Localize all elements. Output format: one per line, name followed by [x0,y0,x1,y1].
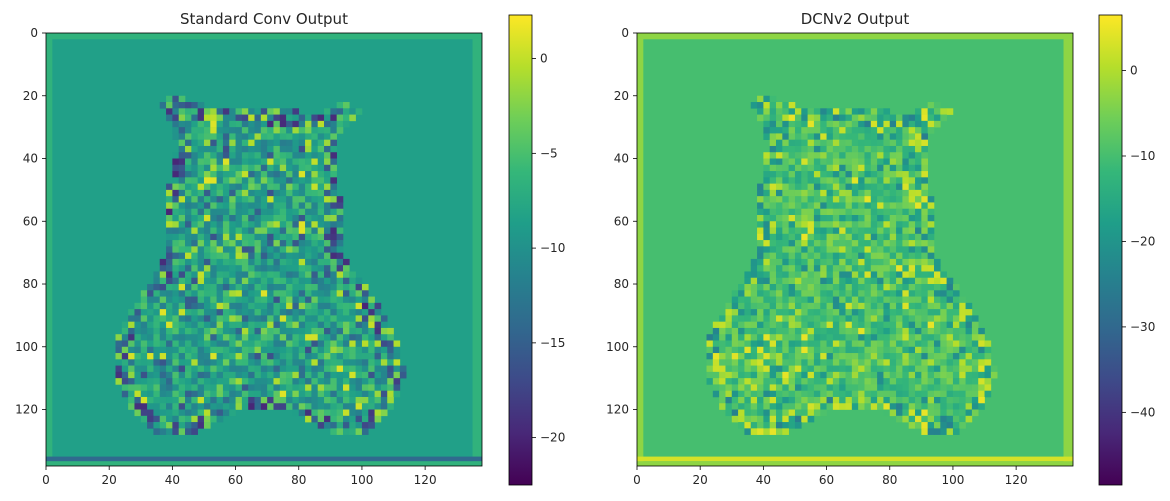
heatmap-border [637,33,1073,40]
y-tick-label: 100 [15,340,38,354]
heatmap-cells [115,95,407,435]
x-tick-label: 40 [756,473,771,487]
heatmap-border [637,33,644,466]
colorbar-tick-label: −40 [1130,405,1155,419]
colorbar-tick-label: −5 [540,146,558,160]
heatmap-cells [706,95,998,435]
x-tick-label: 100 [350,473,373,487]
colorbar-tick-label: −10 [540,241,565,255]
x-tick-label: 60 [228,473,243,487]
heatmap-bottom-band [46,456,482,462]
x-tick-label: 100 [941,473,964,487]
y-tick-label: 100 [606,340,629,354]
panel-title: DCNv2 Output [801,10,910,28]
heatmap-bottom-band [637,456,1073,462]
x-tick-label: 20 [102,473,117,487]
heatmap-border [472,33,482,466]
axes-frame [45,32,483,467]
axes-dcnv2: 0 20 40 60 80 100 120 0 20 40 60 80 100 120 [606,26,1074,487]
x-tick-label: 120 [1005,473,1028,487]
colorbar-tick-label: −20 [1130,234,1155,248]
y-tick-label: 80 [614,277,629,291]
panel-dcnv2: DCNv2 Output 0 20 40 60 80 100 120 0 20 40 60 80 100… [606,10,1155,487]
heatmap-border [46,33,482,40]
y-tick-label: 60 [614,214,629,228]
colorbar-tick-label: −20 [540,431,565,445]
colorbar-gradient [1098,14,1123,486]
colorbar-dcnv2: 0 −10 −20 −30 −40 [1098,14,1155,486]
colorbar-tick-label: 0 [1130,64,1138,78]
colorbar-gradient [508,14,533,486]
y-tick-label: 80 [23,277,38,291]
colorbar-tick-label: 0 [540,52,548,66]
heatmap-dcnv2 [637,33,1073,466]
axes-frame [636,32,1074,467]
x-tick-label: 40 [165,473,180,487]
heatmap-border [46,461,482,466]
x-tick-label: 0 [42,473,50,487]
y-tick-label: 120 [15,403,38,417]
x-tick-label: 60 [819,473,834,487]
x-tick-label: 20 [693,473,708,487]
x-tick-label: 80 [882,473,897,487]
heatmap-border [1063,33,1073,466]
y-tick-label: 60 [23,214,38,228]
y-tick-label: 0 [30,26,38,40]
heatmap-border [637,461,1073,466]
y-tick-label: 120 [606,403,629,417]
colorbar-tick-label: −10 [1130,149,1155,163]
heatmap-standard-conv [46,33,482,466]
panel-title: Standard Conv Output [180,10,348,28]
colorbar-tick-label: −30 [1130,320,1155,334]
x-tick-label: 0 [633,473,641,487]
y-tick-label: 40 [614,152,629,166]
y-tick-label: 20 [23,89,38,103]
heatmap-border [46,33,53,466]
axes-standard-conv: 0 20 40 60 80 100 120 0 20 40 60 80 100 120 [15,26,483,487]
colorbar-standard-conv: 0 −5 −10 −15 −20 [508,14,565,486]
y-tick-label: 0 [621,26,629,40]
panel-standard-conv: Standard Conv Output 0 20 40 60 80 100 120 0 20 4… [15,10,565,487]
x-tick-label: 120 [414,473,437,487]
y-tick-label: 40 [23,152,38,166]
x-tick-label: 80 [291,473,306,487]
y-tick-label: 20 [614,89,629,103]
colorbar-tick-label: −15 [540,336,565,350]
